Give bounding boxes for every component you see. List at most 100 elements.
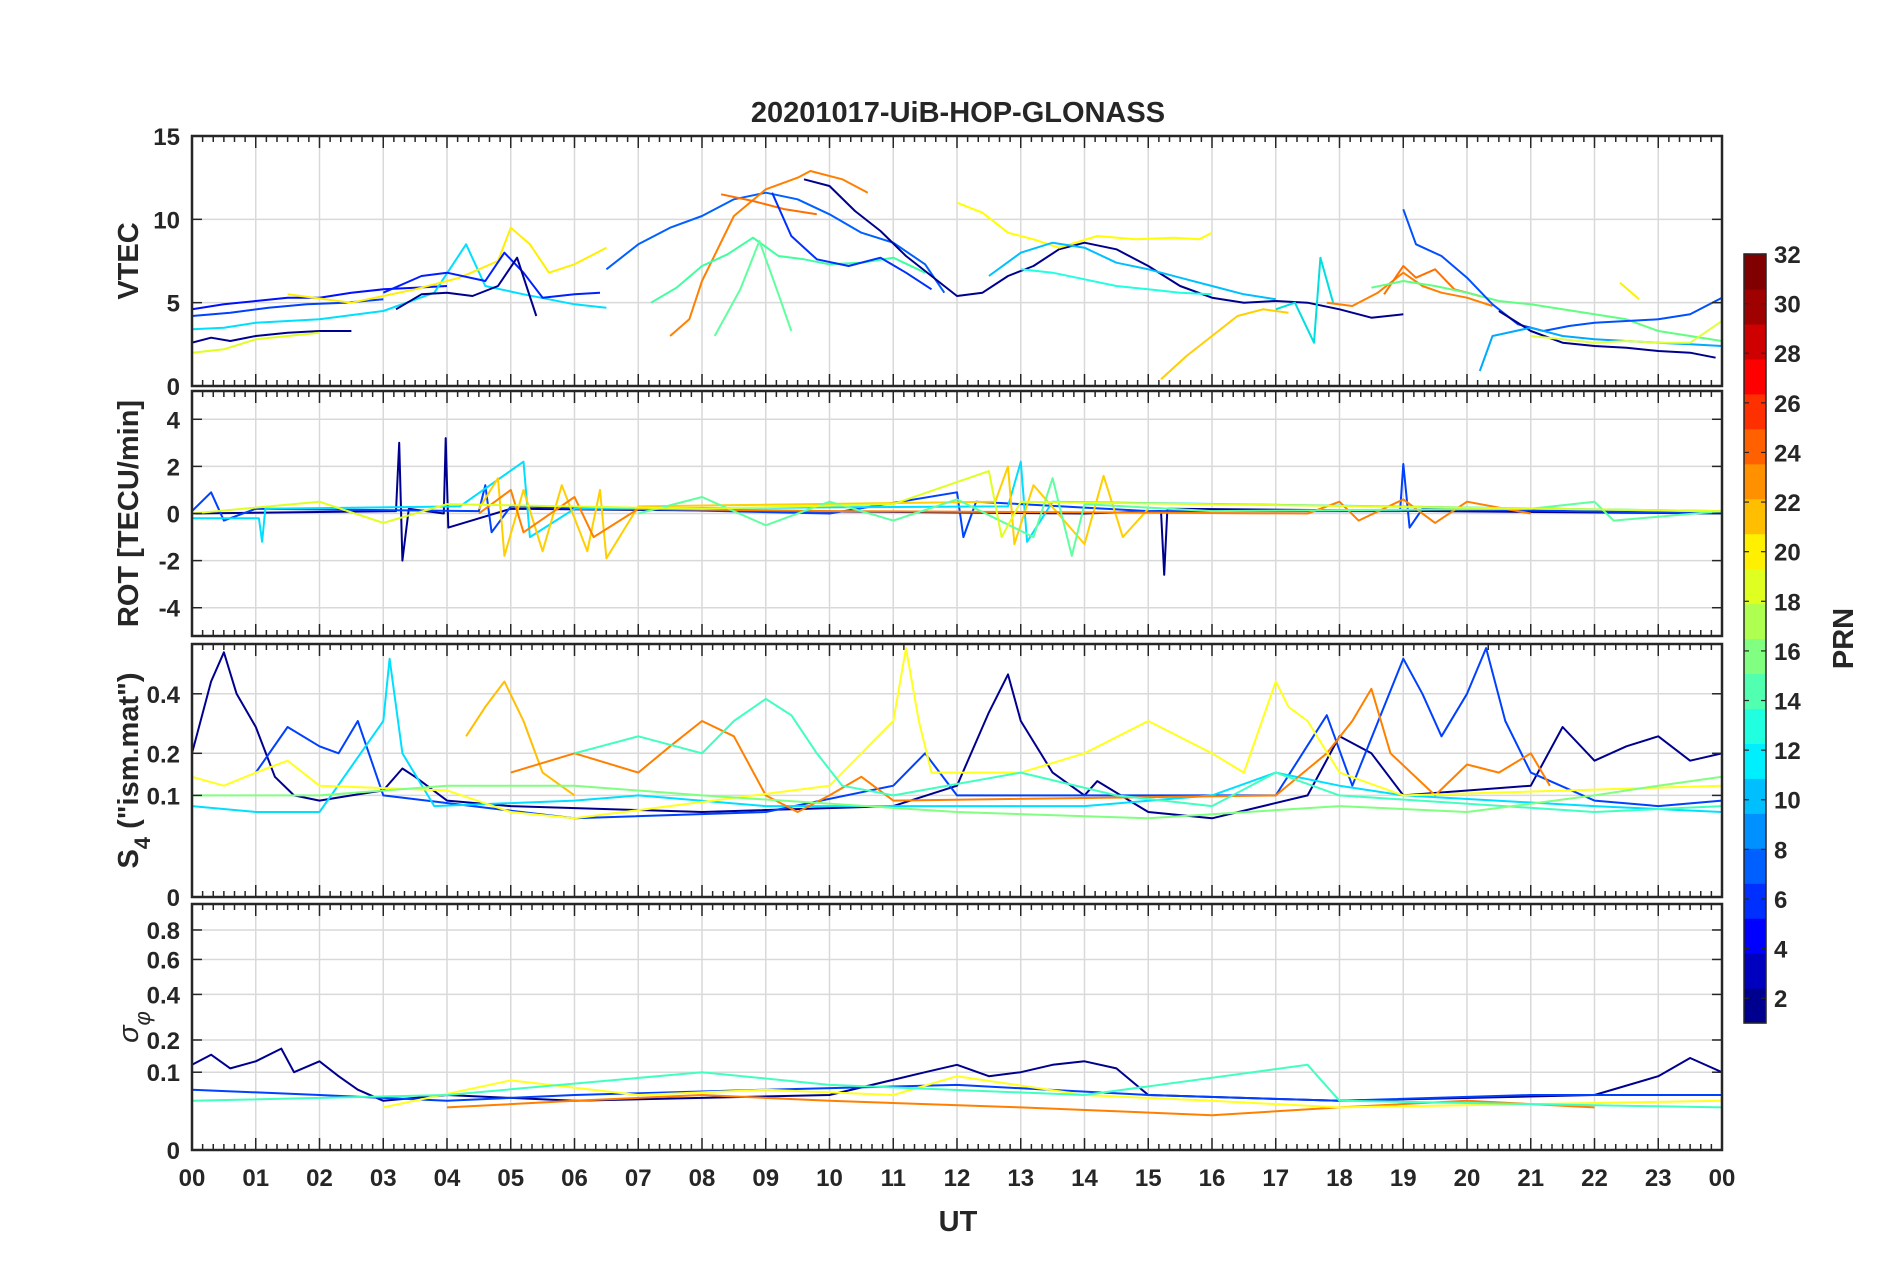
series-line-vtec-21 <box>1326 271 1493 307</box>
x-tick-label: 14 <box>1071 1165 1098 1192</box>
x-tick-label: 16 <box>1199 1165 1226 1192</box>
panel-frame <box>190 134 1724 388</box>
series-line-rot-7 <box>192 470 1722 539</box>
panel-frame <box>190 642 1724 899</box>
panel-vtec: 0 5 10 15 VTEC <box>113 124 1724 401</box>
colorbar-segment <box>1744 463 1766 500</box>
colorbar-tick-label: 10 <box>1774 788 1801 815</box>
colorbar-segment <box>1744 358 1766 395</box>
series-line-sigphi-5 <box>192 1063 1722 1109</box>
y-tick-label: 0.8 <box>147 918 180 945</box>
series-line-vtec-16 <box>956 201 1213 249</box>
colorbar-segment <box>1744 883 1766 919</box>
series-line-s4-4 <box>465 680 576 797</box>
colorbar-tick-label: 22 <box>1774 490 1801 517</box>
x-tick-label: 05 <box>497 1165 524 1192</box>
y-tick-label: 2 <box>167 454 180 481</box>
y-tick-label: 10 <box>153 207 180 234</box>
series-group <box>192 437 1722 576</box>
series-line-vtec-7 <box>382 251 601 299</box>
colorbar-label: PRN <box>1828 608 1860 669</box>
x-tick-label: 15 <box>1135 1165 1162 1192</box>
colorbar-segment <box>1744 778 1766 814</box>
y-axis-label: S4 ("ism.mat") <box>113 672 155 868</box>
panel-s4: 0 0.1 0.2 0.4S4 ("ism.mat") <box>113 642 1724 912</box>
x-tick-label: 07 <box>625 1165 652 1192</box>
panel-rot: -4 -2 0 2 4 ROT [TECU/min] <box>113 389 1724 638</box>
y-tick-label: 0.4 <box>147 982 181 1009</box>
series-line-vtec-25 <box>1498 310 1716 359</box>
series-line-s4-5 <box>510 687 1551 813</box>
colorbar-segment <box>1744 918 1766 954</box>
y-tick-label: 0.1 <box>147 783 180 810</box>
x-tick-label: 03 <box>370 1165 397 1192</box>
colorbar-frame <box>1743 253 1767 1024</box>
colorbar-tick-label: 24 <box>1774 440 1801 467</box>
y-tick-label: 0.6 <box>147 947 180 974</box>
colorbar-segment <box>1744 638 1766 675</box>
colorbar-segment <box>1744 393 1766 430</box>
series-line-s4-6 <box>192 647 1722 820</box>
series-line-rot-6 <box>638 477 1722 557</box>
series-line-vtec-10 <box>669 170 869 337</box>
series-line-vtec-13 <box>713 240 793 337</box>
series-line-vtec-20 <box>1275 256 1335 344</box>
y-tick-label: 0.2 <box>147 1028 180 1055</box>
x-tick-label: 00 <box>1709 1165 1736 1192</box>
y-axis-label: σφ <box>113 1011 155 1043</box>
series-line-sigphi-2 <box>192 1083 1722 1102</box>
x-axis-label: UT <box>939 1206 978 1238</box>
x-tick-label: 20 <box>1454 1165 1481 1192</box>
x-tick-label: 10 <box>816 1165 843 1192</box>
x-tick-label: 23 <box>1645 1165 1672 1192</box>
colorbar-tick-label: 28 <box>1774 341 1801 368</box>
x-tick-label: 22 <box>1581 1165 1608 1192</box>
series-line-vtec-15 <box>771 192 933 291</box>
series-group <box>192 647 1722 820</box>
colorbar-tick-label: 30 <box>1774 292 1801 319</box>
colorbar-segment <box>1744 953 1766 989</box>
series-group <box>192 1047 1722 1117</box>
series-line-vtec-9 <box>605 191 946 294</box>
series-line-vtec-23 <box>1371 280 1722 342</box>
colorbar-segment <box>1744 603 1766 640</box>
panel-sigphi: 0 0.1 0.2 0.4 0.60.8 σφ 00 01 02 03 04 05 06 07 08 09 10… <box>113 902 1736 1192</box>
x-tick-label: 01 <box>242 1165 269 1192</box>
y-tick-label: 5 <box>167 291 180 318</box>
x-tick-label: 12 <box>944 1165 971 1192</box>
y-tick-label: 0 <box>167 502 180 529</box>
x-tick-label: 02 <box>306 1165 333 1192</box>
x-tick-label: 18 <box>1326 1165 1353 1192</box>
series-line-vtec-28 <box>1619 281 1640 301</box>
x-tick-label: 13 <box>1007 1165 1034 1192</box>
colorbar-segment <box>1744 568 1766 605</box>
series-line-vtec-6 <box>287 226 607 304</box>
series-line-rot-1 <box>192 437 1722 576</box>
colorbar-tick-label: 8 <box>1774 837 1787 864</box>
colorbar-segment <box>1744 254 1766 290</box>
colorbar-segment <box>1744 848 1766 884</box>
colorbar-tick-label: 26 <box>1774 391 1801 418</box>
series-line-vtec-8 <box>395 256 538 317</box>
colorbar-tick-label: 12 <box>1774 738 1801 765</box>
x-tick-label: 06 <box>561 1165 588 1192</box>
colorbar-tick-label: 14 <box>1774 689 1801 716</box>
series-line-s4-8 <box>192 775 1722 820</box>
series-line-rot-4 <box>478 465 1150 560</box>
series-line-vtec-18 <box>1020 268 1213 296</box>
x-tick-label: 19 <box>1390 1165 1417 1192</box>
series-line-sigphi-4 <box>383 1075 1722 1109</box>
series-line-vtec-26 <box>1478 326 1722 372</box>
series-line-s4-7 <box>574 697 1722 813</box>
colorbar-tick-label: 4 <box>1774 937 1788 964</box>
x-tick-label: 09 <box>752 1165 779 1192</box>
x-tick-label: 21 <box>1517 1165 1544 1192</box>
series-line-rot-3 <box>192 460 1722 543</box>
colorbar-tick-label: 6 <box>1774 887 1787 914</box>
colorbar-tick-label: 18 <box>1774 589 1801 616</box>
colorbar-segment <box>1744 288 1766 325</box>
colorbar-tick-label: 16 <box>1774 639 1801 666</box>
